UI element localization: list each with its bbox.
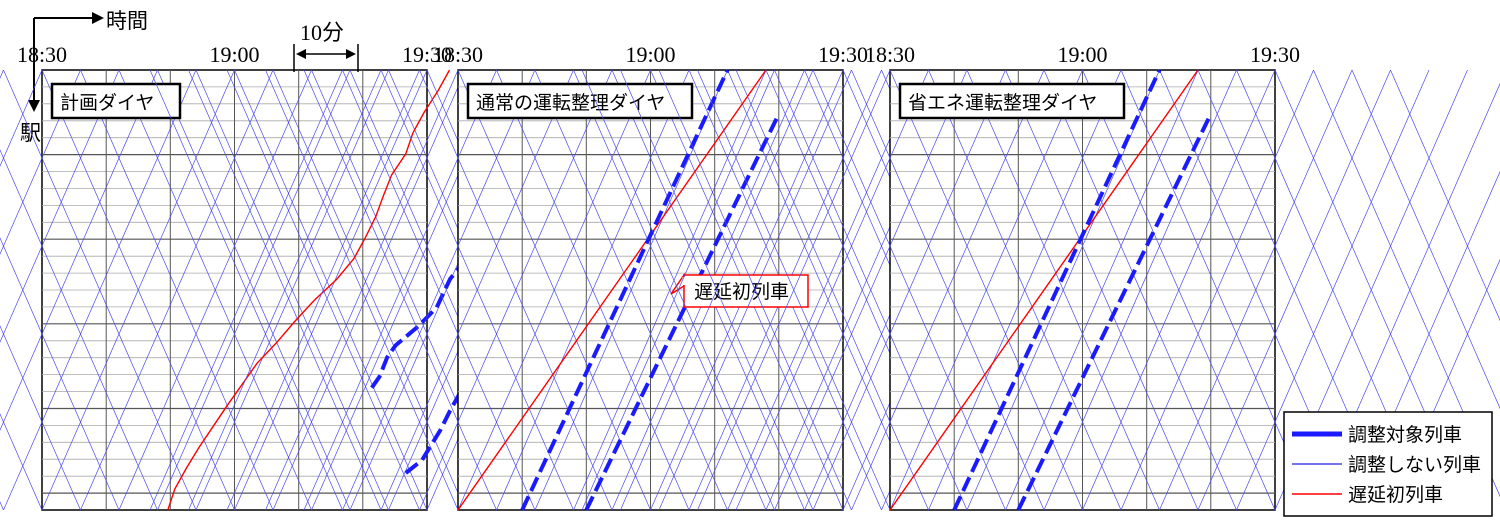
panel-title: 通常の運転整理ダイヤ: [476, 92, 665, 114]
unadjusted-train-line: [0, 501, 4, 511]
unadjusted-train-line: [889, 69, 1083, 511]
legend-label: 遅延初列車: [1348, 484, 1443, 506]
unadjusted-train-line: [342, 69, 536, 511]
unadjusted-train-line: [496, 69, 690, 511]
delayed-train-callout: 遅延初列車: [670, 272, 809, 308]
unadjusted-train-line: [735, 69, 929, 511]
unadjusted-train-line: [928, 69, 1122, 511]
axis-indicator: 時間 駅: [20, 9, 148, 145]
unadjusted-train-line: [118, 69, 312, 511]
unadjusted-train-line: [1005, 69, 1199, 511]
legend-label: 調整対象列車: [1348, 424, 1462, 446]
train-lines: [581, 69, 1500, 511]
delayed-train-line: [167, 69, 451, 511]
adjusted-train-line: [584, 113, 781, 511]
unadjusted-train-line: [0, 149, 158, 511]
time-arrow-icon: [92, 12, 104, 24]
arrow-left-icon: [296, 49, 306, 59]
unadjusted-train-line: [0, 325, 81, 511]
unadjusted-train-line: [0, 413, 43, 511]
panel-normal-rescheduling: 18:30 19:00 19:30 通常の運転整理ダイヤ 遅延初列車: [149, 42, 1152, 511]
unadjusted-train-line: [851, 69, 1045, 511]
unadjusted-train-line: [188, 69, 382, 511]
unadjusted-train-line: [195, 69, 389, 511]
unadjusted-train-line: [1082, 69, 1276, 511]
unadjusted-train-line: [80, 69, 274, 511]
unadjusted-train-line: [1043, 69, 1237, 511]
unadjusted-train-line: [0, 69, 43, 167]
arrow-right-icon: [346, 49, 356, 59]
x-tick-labels: 18:30 19:00 19:30: [433, 42, 868, 67]
x-tick-labels: 18:30 19:00 19:30: [865, 42, 1300, 67]
unadjusted-train-line: [697, 69, 891, 511]
unadjusted-train-line: [774, 69, 968, 511]
interval-marker: 10分: [293, 20, 359, 72]
unadjusted-train-line: [620, 69, 814, 511]
unadjusted-train-line: [0, 69, 81, 255]
delayed-train-line: [889, 69, 1199, 511]
unadjusted-train-line: [303, 69, 497, 511]
unadjusted-train-line: [265, 69, 459, 511]
x-tick-label: 18:30: [865, 42, 915, 67]
unadjusted-train-line: [149, 69, 343, 511]
x-tick-label: 19:00: [625, 42, 675, 67]
panel-title-box: 省エネ運転整理ダイヤ: [898, 82, 1126, 120]
delayed-train-line: [457, 69, 767, 511]
unadjusted-train-line: [581, 69, 775, 511]
unadjusted-train-line: [272, 69, 466, 511]
x-tick-label: 19:30: [402, 42, 452, 67]
unadjusted-train-line: [41, 69, 235, 511]
unadjusted-train-line: [1390, 69, 1500, 322]
unadjusted-train-line: [966, 69, 1160, 511]
adjusted-train-line: [952, 69, 1162, 511]
unadjusted-train-line: [380, 69, 574, 511]
unadjusted-train-line: [1351, 69, 1500, 410]
station-axis-label: 駅: [20, 121, 41, 145]
unadjusted-train-line: [534, 69, 728, 511]
station-arrow-icon: [28, 100, 40, 112]
x-tick-label: 19:30: [1250, 42, 1300, 67]
time-axis-label: 時間: [106, 9, 148, 33]
adjusted-train-line: [520, 69, 730, 511]
unadjusted-train-line: [658, 69, 852, 511]
x-tick-label: 19:00: [209, 42, 259, 67]
unadjusted-train-line: [0, 237, 120, 511]
unadjusted-train-line: [419, 69, 613, 511]
panel-title-box: 計画ダイヤ: [50, 82, 182, 120]
legend-item-unadjusted: 調整しない列車: [1292, 454, 1481, 476]
adjusted-train-line: [1016, 113, 1213, 511]
panel-energy-saving-rescheduling: 18:30 19:00 19:30 省エネ運転整理ダイヤ: [581, 42, 1500, 511]
unadjusted-train-line: [226, 69, 420, 511]
legend-item-delayed: 遅延初列車: [1292, 484, 1443, 506]
legend-label: 調整しない列車: [1348, 454, 1481, 476]
callout-label: 遅延初列車: [694, 281, 789, 303]
unadjusted-train-line: [573, 69, 767, 511]
x-tick-label: 19:30: [818, 42, 868, 67]
x-tick-label: 18:30: [433, 42, 483, 67]
unadjusted-train-line: [3, 69, 197, 511]
panel-title: 計画ダイヤ: [60, 92, 154, 114]
unadjusted-train-line: [727, 69, 921, 511]
unadjusted-train-line: [812, 69, 1006, 511]
panel-title: 省エネ運転整理ダイヤ: [908, 92, 1097, 114]
unadjusted-train-line: [457, 69, 651, 511]
x-tick-label: 19:00: [1057, 42, 1107, 67]
unadjusted-train-line: [157, 69, 351, 511]
legend-item-adjusted: 調整対象列車: [1292, 424, 1462, 446]
unadjusted-train-line: [234, 69, 428, 511]
x-tick-label: 18:30: [17, 42, 67, 67]
panel-title-box: 通常の運転整理ダイヤ: [466, 82, 694, 120]
x-tick-labels: 18:30 19:00 19:30: [17, 42, 452, 67]
legend: 調整対象列車 調整しない列車 遅延初列車: [1283, 411, 1493, 517]
unadjusted-train-line: [0, 69, 4, 79]
unadjusted-train-line: [1120, 69, 1314, 511]
interval-label: 10分: [300, 20, 344, 45]
